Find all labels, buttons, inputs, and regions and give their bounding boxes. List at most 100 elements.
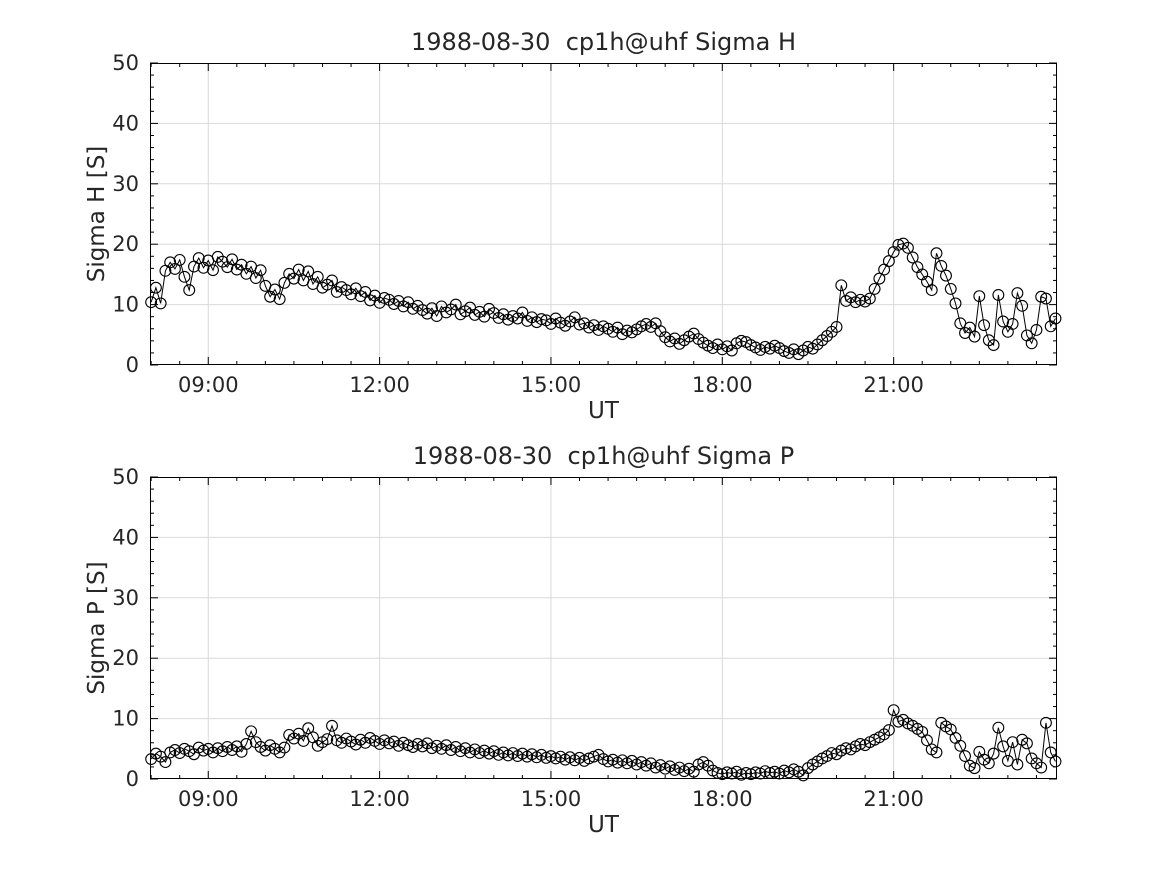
sigma-h-plot-area: 09:00 12:00 15:00 18:00 21:00 0 10 20 30 40 50 <box>112 51 1062 397</box>
plot-box <box>150 477 1057 779</box>
data-point-marker <box>145 296 158 309</box>
data-point-marker <box>854 738 867 750</box>
data-point-marker <box>887 704 900 717</box>
data-point-marker <box>802 340 814 353</box>
sigma-h-y-axis-label: Sigma H [S] <box>84 145 110 283</box>
data-point-marker <box>302 265 315 278</box>
data-point-marker <box>540 751 553 764</box>
data-point-marker <box>449 298 462 311</box>
data-point-marker <box>549 752 562 765</box>
data-point-marker <box>744 768 757 781</box>
y-tick-label: 50 <box>112 51 139 75</box>
data-point-marker <box>863 292 876 305</box>
data-point-marker <box>402 739 415 752</box>
data-point-marker <box>1035 290 1048 303</box>
data-point-marker <box>925 284 938 297</box>
data-point-marker <box>1011 758 1024 771</box>
y-tick-label: 20 <box>112 646 139 670</box>
y-tick-label: 10 <box>112 707 139 731</box>
data-point-marker <box>1006 736 1019 749</box>
data-point-marker <box>1011 287 1024 300</box>
sigma-p-plot-area: 09:00 12:00 15:00 18:00 21:00 0 10 20 30 40 50 <box>112 465 1062 811</box>
data-point-marker <box>982 757 995 770</box>
data-point-marker <box>1016 299 1029 312</box>
data-line <box>150 243 1056 355</box>
data-point-marker <box>1020 737 1033 750</box>
data-point-marker <box>245 725 258 738</box>
x-tick-label: 15:00 <box>521 787 582 811</box>
y-tick-label: 50 <box>112 465 139 489</box>
data-point-marker <box>254 264 267 277</box>
data-point-marker <box>825 747 838 759</box>
data-point-marker <box>906 251 919 264</box>
y-tick-label: 30 <box>112 586 139 610</box>
data-point-marker <box>235 258 248 271</box>
data-point-marker <box>778 345 791 358</box>
sigma-p-y-axis-label: Sigma P [S] <box>84 561 110 695</box>
data-point-marker <box>721 766 734 779</box>
data-point-marker <box>511 312 524 325</box>
data-point-marker <box>1035 761 1048 774</box>
data-point-marker <box>935 259 948 272</box>
data-point-marker <box>992 288 1005 301</box>
data-point-marker <box>987 747 1000 760</box>
y-tick-label: 40 <box>112 525 139 549</box>
data-point-marker <box>892 715 905 728</box>
data-point-marker <box>930 746 943 759</box>
sigma-h-x-axis-label: UT <box>588 398 619 424</box>
data-point-marker <box>873 272 886 285</box>
y-tick-label: 10 <box>112 293 139 317</box>
data-point-marker <box>949 297 962 310</box>
data-point-marker <box>192 252 205 265</box>
data-point-marker <box>759 340 772 353</box>
x-tick-label: 15:00 <box>521 373 582 397</box>
data-point-marker <box>1030 324 1043 336</box>
data-point-marker <box>901 241 914 254</box>
x-tick-label: 21:00 <box>863 373 924 397</box>
data-point-marker <box>535 313 548 326</box>
x-tick-label: 12:00 <box>349 373 410 397</box>
data-point-marker <box>768 765 781 778</box>
data-point-marker <box>383 737 396 750</box>
data-point-marker <box>840 742 852 755</box>
data-point-marker <box>973 290 986 303</box>
data-point-marker <box>944 282 957 295</box>
data-point-marker <box>207 264 219 277</box>
data-point-marker <box>302 722 315 735</box>
data-point-marker <box>963 321 976 334</box>
y-tick-label: 0 <box>126 353 139 377</box>
data-point-marker <box>602 755 615 768</box>
data-point-marker <box>1006 317 1019 330</box>
data-point-marker <box>292 263 305 276</box>
data-point-marker <box>311 270 324 283</box>
data-point-marker <box>749 766 762 779</box>
data-point-marker <box>159 756 172 769</box>
data-point-marker <box>778 764 791 777</box>
sigma-p-x-axis-label: UT <box>588 812 619 838</box>
data-point-marker <box>978 319 991 332</box>
data-point-marker <box>954 739 967 752</box>
data-point-marker <box>154 297 167 310</box>
plot-box <box>150 63 1057 365</box>
data-point-marker <box>735 768 748 781</box>
data-point-marker <box>1040 292 1052 305</box>
x-tick-label: 12:00 <box>349 787 410 811</box>
data-point-marker <box>716 768 729 781</box>
x-tick-label: 18:00 <box>692 787 753 811</box>
data-point-marker <box>240 738 253 750</box>
data-point-marker <box>1040 716 1052 729</box>
x-tick-label: 09:00 <box>178 787 239 811</box>
data-point-marker <box>968 330 981 343</box>
data-point-marker <box>268 283 281 296</box>
sigma-h-chart-title: 1988-08-30 cp1h@uhf Sigma H <box>410 28 797 56</box>
data-point-marker <box>321 733 334 746</box>
data-point-marker <box>168 263 181 275</box>
data-point-marker <box>968 762 981 775</box>
data-point-marker <box>830 321 843 333</box>
data-point-marker <box>173 253 186 266</box>
data-point-marker <box>278 741 291 754</box>
data-point-marker <box>868 282 881 295</box>
data-point-marker <box>992 721 1005 734</box>
data-point-marker <box>621 324 634 337</box>
